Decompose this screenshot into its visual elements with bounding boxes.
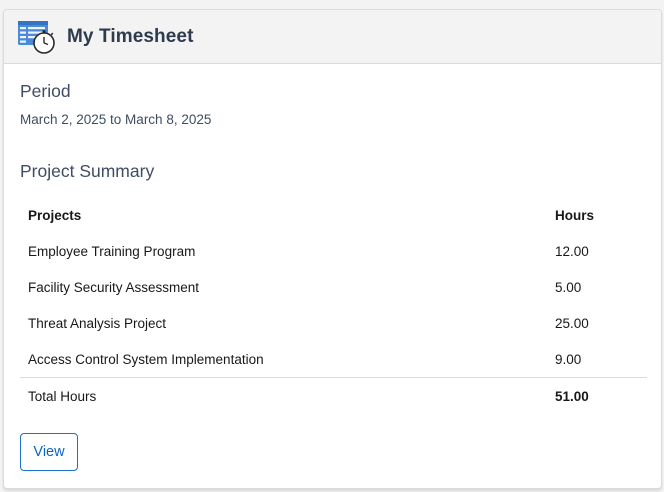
project-name: Threat Analysis Project [28,315,167,331]
project-hours: 12.00 [555,243,589,259]
column-header-projects: Projects [28,207,82,223]
timesheet-card: My Timesheet Period March 2, 2025 to Mar… [3,9,662,489]
project-name: Employee Training Program [28,243,196,259]
period-value: March 2, 2025 to March 8, 2025 [20,112,212,127]
card-title: My Timesheet [67,25,194,47]
card-header: My Timesheet [4,10,661,64]
table-header-row: Projects Hours [20,197,647,233]
table-row: Threat Analysis Project 25.00 [20,305,647,341]
period-heading: Period [20,81,71,101]
total-value: 51.00 [547,377,647,415]
project-name: Access Control System Implementation [28,351,264,367]
project-hours: 9.00 [555,351,582,367]
project-hours: 5.00 [555,279,582,295]
card-body: Period March 2, 2025 to March 8, 2025 Pr… [4,64,661,471]
timesheet-stopwatch-icon [18,20,55,54]
project-summary-table: Projects Hours Employee Training Program… [20,197,647,415]
project-name: Facility Security Assessment [28,279,200,295]
total-row: Total Hours 51.00 [20,377,647,415]
table-row: Access Control System Implementation 9.0… [20,341,647,378]
project-summary-heading: Project Summary [20,161,155,181]
column-header-hours: Hours [555,207,595,223]
view-button[interactable]: View [20,433,78,471]
table-row: Employee Training Program 12.00 [20,233,647,269]
table-row: Facility Security Assessment 5.00 [20,269,647,305]
total-label: Total Hours [20,377,547,415]
project-hours: 25.00 [555,315,589,331]
